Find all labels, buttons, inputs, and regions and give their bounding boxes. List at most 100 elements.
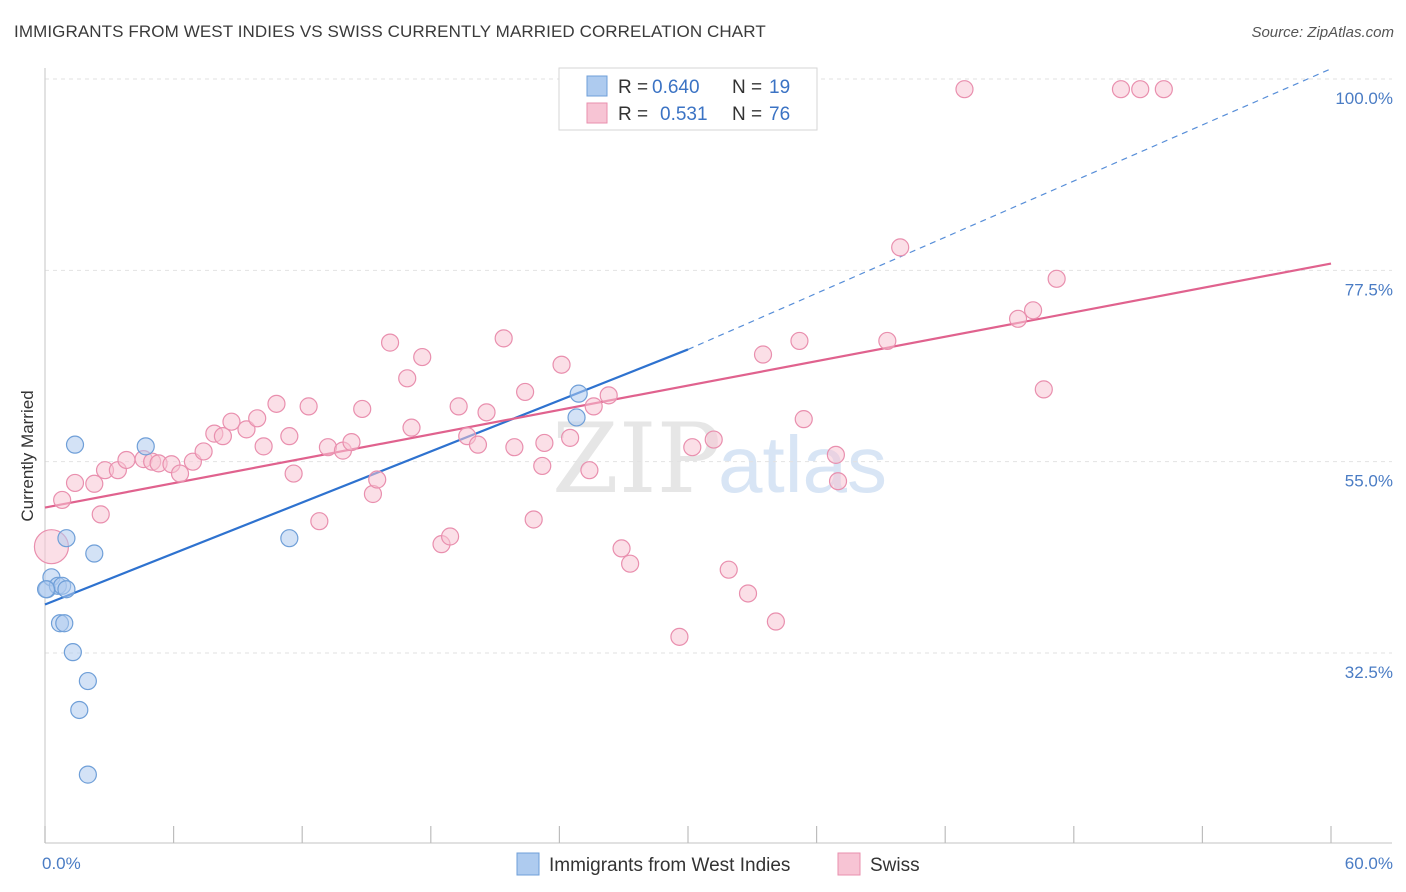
point-swiss-23 <box>299 397 318 416</box>
x-tick-labels: 0.0% 60.0% <box>42 854 1393 873</box>
data-points <box>33 80 1173 784</box>
y-tick-labels: 32.5% 55.0% 77.5% 100.0% <box>1335 89 1393 682</box>
series-legend-swatch-swiss <box>837 852 861 876</box>
point-swiss-36 <box>440 527 460 546</box>
point-swiss-13 <box>194 442 213 461</box>
trendlines <box>44 68 1332 606</box>
point-swiss-61 <box>794 410 813 429</box>
point-west-indies-14 <box>136 437 155 456</box>
series-legend: Immigrants from West Indies Swiss <box>516 852 920 876</box>
point-swiss-46 <box>552 355 571 374</box>
point-swiss-16 <box>222 412 241 431</box>
legend-swatch-blue <box>586 75 608 97</box>
chart-source: Source: ZipAtlas.com <box>1251 24 1394 41</box>
point-swiss-55 <box>704 430 723 449</box>
point-swiss-41 <box>505 438 524 457</box>
point-swiss-69 <box>1034 380 1053 399</box>
point-west-indies-11 <box>78 671 97 691</box>
chart-title: IMMIGRANTS FROM WEST INDIES VS SWISS CUR… <box>14 22 766 41</box>
legend-r-value-1: 0.640 <box>652 77 700 98</box>
stats-legend: R = 0.640 N = 19 R = 0.531 N = 76 <box>558 67 818 131</box>
axes <box>44 68 1392 844</box>
watermark-atlas: atlas <box>718 420 887 509</box>
point-swiss-18 <box>248 409 267 428</box>
point-swiss-72 <box>1131 80 1150 99</box>
point-west-indies-15 <box>280 529 299 548</box>
point-swiss-53 <box>670 627 689 646</box>
point-swiss-49 <box>584 397 603 416</box>
watermark: ZIP atlas <box>552 403 887 515</box>
point-swiss-32 <box>398 369 417 388</box>
point-swiss-25 <box>318 438 338 457</box>
x-tick-label-1: 60.0% <box>1345 854 1393 873</box>
legend-n-value-2: 76 <box>769 104 790 125</box>
point-swiss-54 <box>683 438 702 457</box>
point-swiss-65 <box>891 238 910 257</box>
point-swiss-6 <box>117 450 136 470</box>
series-legend-label-swiss: Swiss <box>870 855 920 876</box>
point-swiss-64 <box>878 331 897 351</box>
point-west-indies-8 <box>63 643 82 662</box>
series-legend-label-west-indies: Immigrants from West Indies <box>549 855 790 876</box>
legend-swatch-pink <box>586 102 608 124</box>
point-swiss-42 <box>516 382 535 402</box>
point-swiss-28 <box>353 399 372 419</box>
x-tick-label-0: 0.0% <box>42 854 81 873</box>
point-swiss-70 <box>1047 269 1066 288</box>
point-swiss-73 <box>1154 80 1173 99</box>
point-swiss-21 <box>280 427 299 446</box>
legend-r-value-2: 0.531 <box>660 104 708 125</box>
point-swiss-62 <box>826 445 845 464</box>
point-swiss-66 <box>955 80 974 99</box>
legend-n-label-1: N = <box>732 77 762 98</box>
point-swiss-50 <box>599 386 618 405</box>
y-axis-title: Currently Married <box>18 390 37 521</box>
series-legend-swatch-west-indies <box>516 852 540 876</box>
point-swiss-57 <box>738 584 758 603</box>
point-swiss-74 <box>468 435 488 454</box>
point-west-indies-13 <box>78 765 97 784</box>
point-swiss-37 <box>449 397 468 416</box>
point-west-indies-12 <box>85 544 104 563</box>
legend-n-value-1: 19 <box>769 77 790 98</box>
point-swiss-30 <box>368 470 387 489</box>
point-swiss-15 <box>213 427 232 446</box>
point-west-indies-9 <box>65 435 85 454</box>
y-tick-label-1: 55.0% <box>1345 472 1393 491</box>
trendline-1 <box>44 262 1332 509</box>
point-swiss-17 <box>237 420 256 439</box>
point-swiss-11 <box>170 464 190 483</box>
point-swiss-59 <box>766 612 785 631</box>
point-swiss-63 <box>828 472 848 491</box>
point-swiss-48 <box>580 461 599 480</box>
y-tick-label-3: 100.0% <box>1335 89 1393 108</box>
point-swiss-71 <box>1111 80 1131 99</box>
point-west-indies-10 <box>70 700 89 720</box>
point-swiss-34 <box>413 347 432 367</box>
point-swiss-51 <box>612 539 631 558</box>
point-swiss-1 <box>53 490 72 510</box>
trendline-extension-0 <box>687 68 1332 350</box>
legend-r-label-2: R = <box>618 104 648 125</box>
point-swiss-68 <box>1023 301 1043 320</box>
point-west-indies-4 <box>57 529 76 548</box>
y-tick-label-0: 32.5% <box>1345 663 1393 682</box>
point-swiss-45 <box>533 456 552 476</box>
point-swiss-75 <box>91 505 110 524</box>
point-swiss-56 <box>719 560 738 579</box>
legend-n-label-2: N = <box>732 104 762 125</box>
point-swiss-31 <box>380 333 400 352</box>
point-swiss-24 <box>310 512 329 531</box>
point-swiss-47 <box>561 428 580 447</box>
point-swiss-43 <box>524 510 543 529</box>
point-west-indies-17 <box>569 384 588 403</box>
point-swiss-33 <box>402 418 421 437</box>
point-swiss-40 <box>494 329 513 348</box>
point-swiss-67 <box>1008 309 1028 328</box>
point-swiss-60 <box>790 331 809 351</box>
point-swiss-2 <box>65 473 85 493</box>
point-swiss-19 <box>254 437 273 456</box>
point-swiss-22 <box>284 464 303 483</box>
point-swiss-3 <box>85 474 104 493</box>
